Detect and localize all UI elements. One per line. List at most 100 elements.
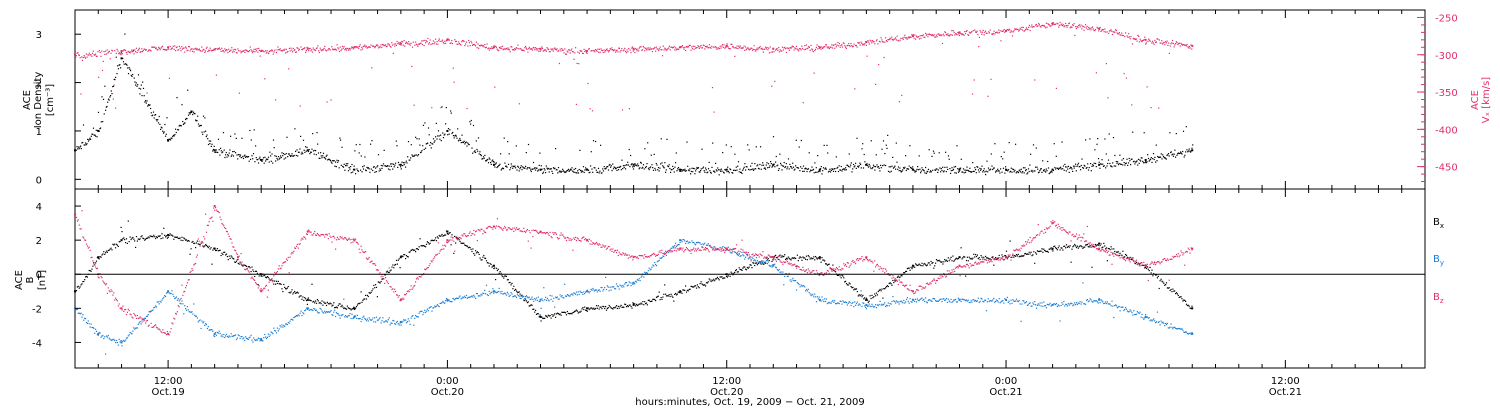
velocity-dot bbox=[1177, 44, 1179, 46]
density-dot bbox=[244, 154, 246, 156]
density-dot bbox=[317, 143, 319, 145]
field-by-dot bbox=[253, 337, 255, 339]
field-by-dot bbox=[385, 320, 387, 322]
density-dot bbox=[812, 169, 814, 171]
field-bx-dot bbox=[943, 261, 945, 263]
density-point bbox=[167, 139, 170, 142]
velocity-dot bbox=[814, 49, 816, 52]
density-dot bbox=[695, 168, 697, 170]
field-bx-dot bbox=[599, 306, 601, 308]
density-dot bbox=[967, 170, 970, 172]
field-bx-dot bbox=[247, 266, 249, 268]
density-dot bbox=[505, 165, 507, 167]
field-bx-dot bbox=[932, 262, 934, 264]
density-point bbox=[818, 168, 821, 171]
field-bx-dot bbox=[1045, 250, 1048, 253]
velocity-dot bbox=[734, 55, 736, 57]
density-dot bbox=[148, 104, 150, 106]
field-bx-dot bbox=[462, 242, 464, 244]
velocity-dot bbox=[301, 49, 304, 51]
velocity-dot bbox=[921, 35, 924, 37]
velocity-dot bbox=[1156, 38, 1158, 40]
velocity-dot bbox=[745, 46, 747, 48]
velocity-dot bbox=[562, 49, 564, 51]
field-bx-dot bbox=[711, 279, 713, 281]
field-by-dot bbox=[353, 317, 355, 319]
field-by-dot bbox=[440, 302, 442, 304]
density-dot bbox=[300, 135, 302, 137]
density-dot bbox=[882, 165, 884, 167]
field-bx-dot bbox=[624, 303, 626, 305]
velocity-dot bbox=[702, 44, 704, 46]
velocity-dot bbox=[708, 47, 710, 49]
velocity-dot bbox=[258, 47, 260, 49]
field-bx-dot bbox=[112, 243, 114, 245]
density-dot bbox=[315, 154, 317, 156]
velocity-dot bbox=[963, 34, 965, 36]
density-dot bbox=[771, 166, 773, 168]
field-bx-dot bbox=[575, 309, 578, 311]
field-bx-dot bbox=[1110, 246, 1112, 248]
velocity-dot bbox=[916, 36, 918, 38]
velocity-dot bbox=[847, 44, 849, 46]
density-dot bbox=[937, 169, 940, 171]
velocity-dot bbox=[625, 50, 627, 53]
field-bx-dot bbox=[1060, 247, 1062, 249]
density-dot bbox=[525, 165, 527, 167]
field-bx-dot bbox=[139, 238, 141, 240]
density-dot bbox=[829, 168, 831, 170]
field-bx-dot bbox=[1125, 254, 1128, 256]
density-dot bbox=[697, 167, 699, 169]
velocity-dot bbox=[249, 46, 251, 48]
field-bx-dot bbox=[209, 248, 211, 250]
field-bx-dot bbox=[334, 307, 336, 309]
field-bx-dot bbox=[1168, 287, 1170, 289]
field-bx-dot bbox=[382, 278, 384, 280]
density-dot bbox=[372, 166, 375, 168]
velocity-dot bbox=[840, 44, 842, 47]
velocity-dot bbox=[218, 47, 220, 49]
velocity-dot bbox=[331, 48, 334, 50]
density-dot bbox=[1080, 169, 1082, 171]
density-dot bbox=[1083, 164, 1085, 166]
field-bx-dot bbox=[335, 306, 338, 308]
density-dot bbox=[1014, 169, 1016, 171]
velocity-dot bbox=[121, 50, 123, 53]
field-bx-dot bbox=[1030, 251, 1032, 253]
density-dot bbox=[179, 124, 181, 126]
velocity-dot bbox=[1008, 28, 1010, 30]
field-bx-dot bbox=[224, 251, 226, 253]
field-bx-dot bbox=[547, 314, 549, 316]
field-bx-dot bbox=[743, 266, 745, 268]
field-bx-dot bbox=[855, 288, 858, 290]
field-bx-dot bbox=[341, 304, 343, 306]
density-dot bbox=[776, 165, 778, 167]
density-dot bbox=[440, 140, 442, 142]
field-bx-dot bbox=[159, 235, 161, 237]
velocity-dot bbox=[577, 51, 579, 53]
density-dot bbox=[353, 165, 355, 167]
field-bx-dot bbox=[1180, 296, 1182, 298]
density-dot bbox=[263, 162, 265, 164]
velocity-dot bbox=[425, 40, 427, 42]
field-bx-dot bbox=[645, 303, 647, 305]
density-dot bbox=[1145, 160, 1147, 162]
density-dot bbox=[139, 93, 141, 95]
velocity-dot bbox=[795, 45, 797, 47]
density-dot bbox=[292, 155, 294, 157]
field-bx-dot bbox=[801, 259, 803, 261]
velocity-dot bbox=[871, 40, 874, 42]
density-dot bbox=[1055, 168, 1057, 170]
velocity-dot bbox=[654, 46, 656, 49]
field-bx-dot bbox=[765, 257, 768, 259]
velocity-dot bbox=[1041, 24, 1044, 26]
density-dot bbox=[842, 168, 844, 171]
velocity-dot bbox=[180, 50, 182, 52]
velocity-dot bbox=[445, 40, 447, 42]
density-dot bbox=[90, 138, 92, 140]
field-by-dot bbox=[389, 324, 391, 326]
field-bx-dot bbox=[174, 236, 176, 238]
field-bx-dot bbox=[480, 259, 482, 261]
field-bx-dot bbox=[561, 311, 563, 313]
velocity-dot bbox=[1183, 44, 1185, 46]
